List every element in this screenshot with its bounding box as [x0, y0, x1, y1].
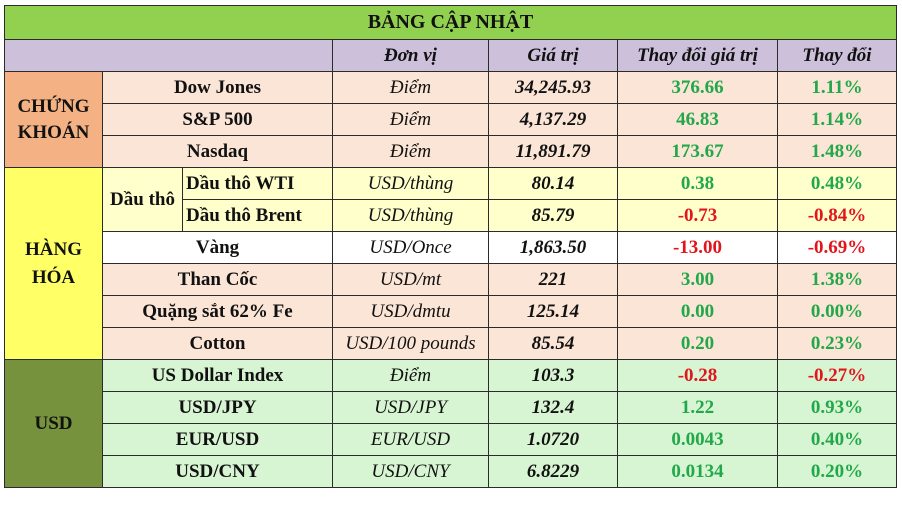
row-value: 11,891.79: [488, 135, 618, 168]
row-name: Nasdaq: [102, 135, 333, 168]
table-row: CHỨNG KHOÁN Dow Jones Điểm 34,245.93 376…: [4, 71, 897, 168]
row-pct: 0.40%: [777, 423, 897, 456]
row-unit: USD/dmtu: [332, 295, 489, 328]
row-unit: USD/JPY: [332, 391, 489, 424]
row-unit: Điểm: [332, 135, 489, 168]
table-row: USD/JPY USD/JPY 132.4 1.22 0.93%: [5, 391, 897, 424]
row-value: 34,245.93: [488, 71, 618, 104]
row-change: 0.0043: [617, 423, 778, 456]
row-change: 0.38: [617, 167, 778, 200]
header-unit: Đơn vị: [332, 39, 489, 72]
row-pct: 0.20%: [777, 455, 897, 488]
row-value: 221: [488, 263, 618, 296]
row-pct: 1.48%: [777, 135, 897, 168]
row-value: 4,137.29: [488, 103, 618, 136]
row-pct: 0.93%: [777, 391, 897, 424]
group-stocks: CHỨNG KHOÁN: [4, 71, 103, 168]
row-unit: USD/thùng: [332, 199, 489, 232]
table-row: EUR/USD EUR/USD 1.0720 0.0043 0.40%: [5, 423, 897, 456]
row-unit: Điểm: [332, 103, 489, 136]
row-pct: 1.38%: [777, 263, 897, 296]
table-row: Than Cốc USD/mt 221 3.00 1.38%: [5, 263, 897, 296]
group-commodities: HÀNG HÓA: [4, 167, 103, 360]
row-value: 6.8229: [488, 455, 618, 488]
row-unit: USD/100 pounds: [332, 327, 489, 360]
row-change: 0.20: [617, 327, 778, 360]
row-pct: -0.27%: [777, 359, 897, 392]
market-table: BẢNG CẬP NHẬT Đơn vị Giá trị Thay đổi gi…: [4, 5, 897, 488]
group-oil: Dầu thô: [102, 167, 183, 232]
row-unit: USD/Once: [332, 231, 489, 264]
row-unit: USD/mt: [332, 263, 489, 296]
row-value: 125.14: [488, 295, 618, 328]
table-row: Nasdaq Điểm 11,891.79 173.67 1.48%: [5, 135, 897, 168]
row-value: 103.3: [488, 359, 618, 392]
row-change: 1.22: [617, 391, 778, 424]
row-value: 80.14: [488, 167, 618, 200]
row-name: Cotton: [102, 327, 333, 360]
row-change: -0.28: [617, 359, 778, 392]
table-row: S&P 500 Điểm 4,137.29 46.83 1.14%: [5, 103, 897, 136]
row-name: Than Cốc: [102, 263, 333, 296]
row-name: Dow Jones: [102, 71, 333, 104]
row-pct: -0.84%: [777, 199, 897, 232]
row-unit: USD/CNY: [332, 455, 489, 488]
table-row: Dầu thô Brent USD/thùng 85.79 -0.73 -0.8…: [5, 199, 897, 232]
row-change: 173.67: [617, 135, 778, 168]
row-value: 1.0720: [488, 423, 618, 456]
row-name: Dầu thô WTI: [182, 167, 333, 200]
table-row: Vàng USD/Once 1,863.50 -13.00 -0.69%: [5, 231, 897, 264]
row-value: 85.54: [488, 327, 618, 360]
row-name: US Dollar Index: [102, 359, 333, 392]
row-name: Quặng sắt 62% Fe: [102, 295, 333, 328]
row-change: -0.73: [617, 199, 778, 232]
row-pct: -0.69%: [777, 231, 897, 264]
header-pct: Thay đổi: [777, 39, 897, 72]
row-name: S&P 500: [102, 103, 333, 136]
row-unit: EUR/USD: [332, 423, 489, 456]
row-name: Dầu thô Brent: [182, 199, 333, 232]
row-pct: 1.11%: [777, 71, 897, 104]
row-change: -13.00: [617, 231, 778, 264]
row-change: 376.66: [617, 71, 778, 104]
header-blank: [4, 39, 333, 72]
row-name: Vàng: [102, 231, 333, 264]
table-title: BẢNG CẬP NHẬT: [4, 5, 897, 40]
row-change: 3.00: [617, 263, 778, 296]
row-change: 0.00: [617, 295, 778, 328]
row-unit: Điểm: [332, 71, 489, 104]
row-change: 46.83: [617, 103, 778, 136]
row-pct: 0.00%: [777, 295, 897, 328]
table-row: Cotton USD/100 pounds 85.54 0.20 0.23%: [5, 327, 897, 360]
row-pct: 0.48%: [777, 167, 897, 200]
header-change: Thay đổi giá trị: [617, 39, 778, 72]
row-value: 1,863.50: [488, 231, 618, 264]
row-change: 0.0134: [617, 455, 778, 488]
row-value: 85.79: [488, 199, 618, 232]
group-usd: USD: [4, 359, 103, 488]
row-value: 132.4: [488, 391, 618, 424]
table-row: USD/CNY USD/CNY 6.8229 0.0134 0.20%: [5, 455, 897, 488]
row-name: USD/CNY: [102, 455, 333, 488]
table-row: HÀNG HÓA Dầu thô Dầu thô WTI USD/thùng 8…: [4, 167, 897, 360]
header-value: Giá trị: [488, 39, 618, 72]
row-name: USD/JPY: [102, 391, 333, 424]
row-unit: USD/thùng: [332, 167, 489, 200]
table-row: USD US Dollar Index Điểm 103.3 -0.28 -0.…: [4, 359, 897, 488]
row-name: EUR/USD: [102, 423, 333, 456]
row-pct: 0.23%: [777, 327, 897, 360]
header-row: Đơn vị Giá trị Thay đổi giá trị Thay đổi: [4, 39, 897, 72]
table-row: Quặng sắt 62% Fe USD/dmtu 125.14 0.00 0.…: [5, 295, 897, 328]
row-pct: 1.14%: [777, 103, 897, 136]
row-unit: Điểm: [332, 359, 489, 392]
